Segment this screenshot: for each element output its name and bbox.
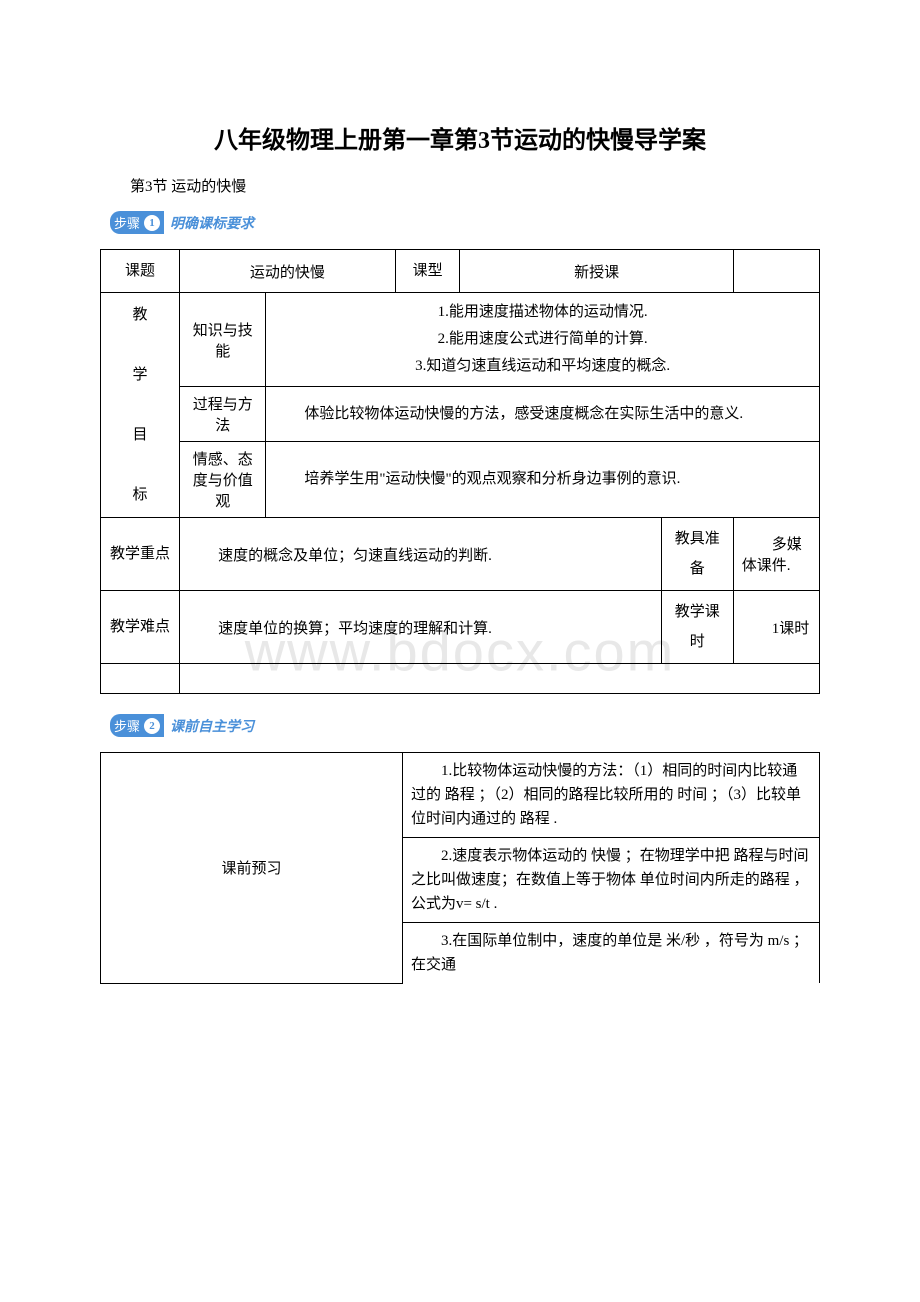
process-label: 过程与方法 (180, 387, 266, 442)
attitude-value: 培养学生用"运动快慢"的观点观察和分析身边事例的意识. (266, 442, 820, 518)
table-row: 教学目标 知识与技能 1.能用速度描述物体的运动情况. 2.能用速度公式进行简单… (101, 293, 820, 387)
table-row: 课题 运动的快慢 课型 新授课 (101, 250, 820, 293)
knowledge-value: 1.能用速度描述物体的运动情况. 2.能用速度公式进行简单的计算. 3.知道匀速… (266, 293, 820, 387)
lesson-title-label: 课题 (101, 250, 180, 293)
preview-item-1: 1.比较物体运动快慢的方法：（1）相同的时间内比较通过的 路程 ；（2）相同的路… (402, 753, 819, 838)
subtitle: 第3节 运动的快慢 (130, 175, 820, 196)
step-number: 2 (144, 718, 160, 734)
step-pill: 步骤 1 (110, 211, 164, 234)
preview-label: 课前预习 (101, 753, 403, 984)
hours-label: 教学课时 (661, 591, 733, 664)
prep-label: 教具准备 (661, 518, 733, 591)
step-title: 课前自主学习 (170, 716, 254, 736)
attitude-label: 情感、态度与价值观 (180, 442, 266, 518)
table-1-objectives: 课题 运动的快慢 课型 新授课 教学目标 知识与技能 1.能用速度描述物体的运动… (100, 249, 820, 694)
lesson-title-value: 运动的快慢 (180, 250, 396, 293)
empty-cell (101, 664, 180, 694)
obj-line: 2.能用速度公式进行简单的计算. (274, 326, 811, 353)
lesson-type-label: 课型 (395, 250, 460, 293)
process-value: 体验比较物体运动快慢的方法，感受速度概念在实际生活中的意义. (266, 387, 820, 442)
empty-cell (180, 664, 820, 694)
keypoint-value: 速度的概念及单位；匀速直线运动的判断. (180, 518, 662, 591)
obj-line: 3.知道匀速直线运动和平均速度的概念. (274, 353, 811, 380)
step-pill: 步骤 2 (110, 714, 164, 737)
preview-item-2: 2.速度表示物体运动的 快慢 ；在物理学中把 路程与时间 之比叫做速度；在数值上… (402, 838, 819, 923)
step-number: 1 (144, 215, 160, 231)
step-title: 明确课标要求 (170, 213, 254, 233)
page-title: 八年级物理上册第一章第3节运动的快慢导学案 (100, 120, 820, 155)
hours-value: 1课时 (733, 591, 819, 664)
difficulty-value: 速度单位的换算；平均速度的理解和计算. (180, 591, 662, 664)
step-2-badge: 步骤 2 课前自主学习 (110, 714, 820, 737)
table-row: 情感、态度与价值观 培养学生用"运动快慢"的观点观察和分析身边事例的意识. (101, 442, 820, 518)
empty-cell (733, 250, 819, 293)
prep-value: 多媒体课件. (733, 518, 819, 591)
step-label: 步骤 (114, 213, 140, 232)
keypoint-label: 教学重点 (101, 518, 180, 591)
step-1-badge: 步骤 1 明确课标要求 (110, 211, 820, 234)
page-content: 八年级物理上册第一章第3节运动的快慢导学案 第3节 运动的快慢 步骤 1 明确课… (100, 120, 820, 984)
table-row: 过程与方法 体验比较物体运动快慢的方法，感受速度概念在实际生活中的意义. (101, 387, 820, 442)
table-row (101, 664, 820, 694)
preview-item-3: 3.在国际单位制中，速度的单位是 米/秒 ，符号为 m/s ；在交通 (402, 923, 819, 984)
difficulty-label: 教学难点 (101, 591, 180, 664)
table-row: 课前预习 1.比较物体运动快慢的方法：（1）相同的时间内比较通过的 路程 ；（2… (101, 753, 820, 838)
table-row: 教学难点 速度单位的换算；平均速度的理解和计算. 教学课时 1课时 (101, 591, 820, 664)
table-row: 教学重点 速度的概念及单位；匀速直线运动的判断. 教具准备 多媒体课件. (101, 518, 820, 591)
knowledge-label: 知识与技能 (180, 293, 266, 387)
table-2-preview: 课前预习 1.比较物体运动快慢的方法：（1）相同的时间内比较通过的 路程 ；（2… (100, 752, 820, 984)
lesson-type-value: 新授课 (460, 250, 733, 293)
obj-line: 1.能用速度描述物体的运动情况. (274, 299, 811, 326)
objectives-label: 教学目标 (101, 293, 180, 518)
step-label: 步骤 (114, 716, 140, 735)
